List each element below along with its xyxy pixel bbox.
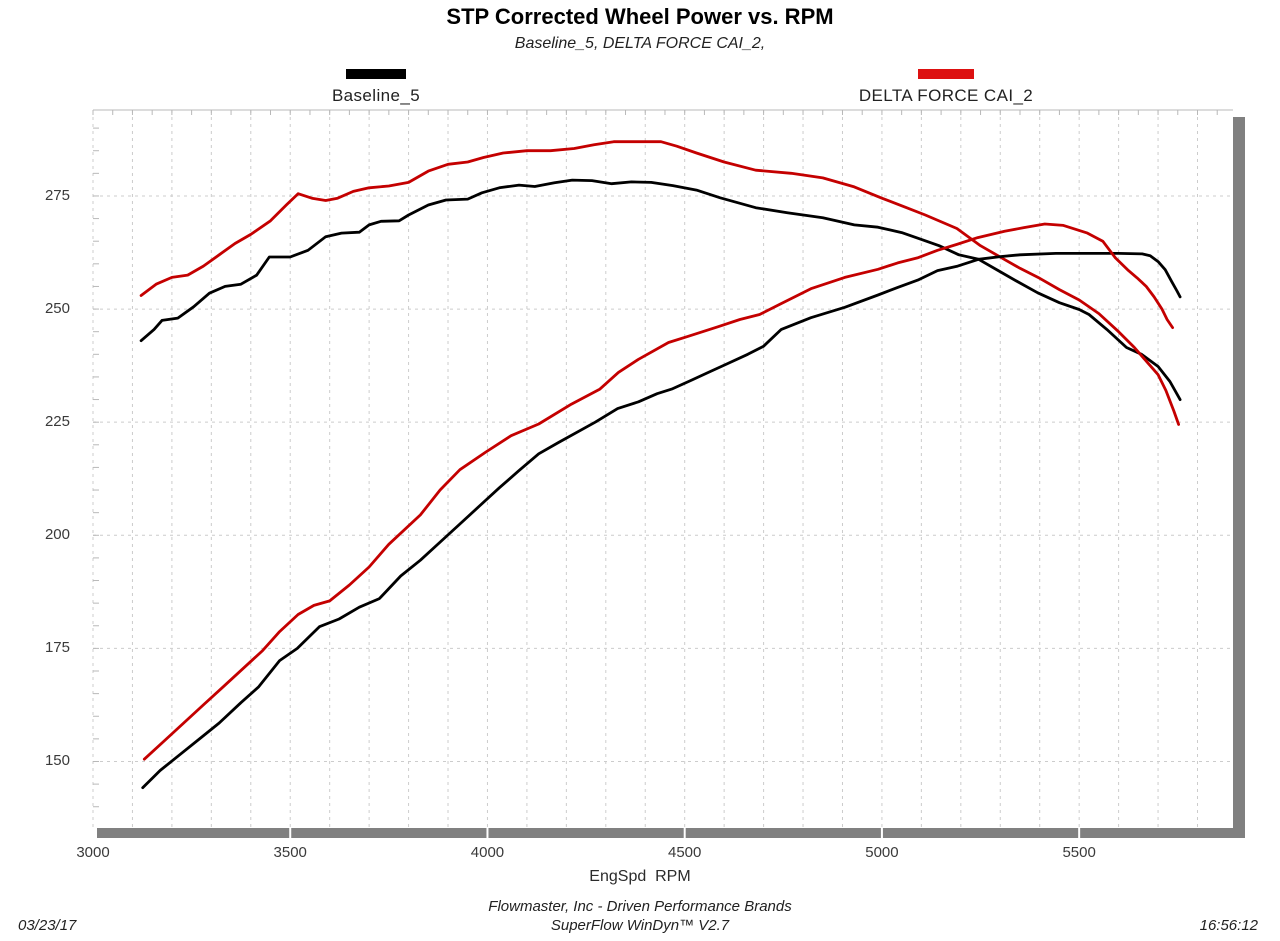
- footer-date: 03/23/17: [18, 917, 77, 934]
- legend-label-baseline: Baseline_5: [331, 86, 421, 105]
- curve-0: [139, 178, 1182, 402]
- chart-subtitle: Baseline_5, DELTA FORCE CAI_2,: [514, 35, 766, 52]
- delta-force-line-swatch: [918, 69, 974, 79]
- x-tick-label-5000: 5000: [865, 844, 899, 861]
- page-title: STP Corrected Wheel Power vs. RPM: [446, 4, 834, 29]
- y-axis-shadow-bar: [1233, 117, 1245, 838]
- y-tick-label-250: 250: [44, 300, 70, 318]
- x-tick-label-4000: 4000: [470, 844, 505, 861]
- curve-2: [141, 251, 1182, 790]
- legend-item-delta-force-cai: DELTA FORCE CAI_2: [835, 69, 1057, 106]
- legend-label-delta-force-cai: DELTA FORCE CAI_2: [858, 86, 1034, 105]
- footer-software-line: SuperFlow WinDyn™ V2.7: [550, 917, 730, 934]
- curve-3: [142, 222, 1174, 761]
- x-tick-label-3000: 3000: [76, 844, 110, 861]
- legend-item-baseline: Baseline_5: [316, 69, 436, 106]
- x-axis-title: EngSpd RPM: [589, 868, 691, 885]
- footer-time: 16:56:12: [1199, 917, 1258, 934]
- y-tick-label-275: 275: [44, 186, 70, 204]
- x-tick-label-4500: 4500: [668, 844, 702, 861]
- baseline-line-swatch: [346, 69, 406, 79]
- y-tick-label-225: 225: [44, 413, 70, 431]
- x-tick-label-5500: 5500: [1062, 844, 1096, 861]
- y-tick-label-150: 150: [44, 752, 70, 770]
- x-axis-bar: [97, 828, 1245, 838]
- y-tick-label-200: 200: [44, 526, 70, 544]
- x-tick-label-3500: 3500: [273, 844, 307, 861]
- curve-1: [139, 140, 1180, 426]
- y-tick-label-175: 175: [44, 639, 70, 657]
- footer-company-line: Flowmaster, Inc - Driven Performance Bra…: [488, 898, 792, 915]
